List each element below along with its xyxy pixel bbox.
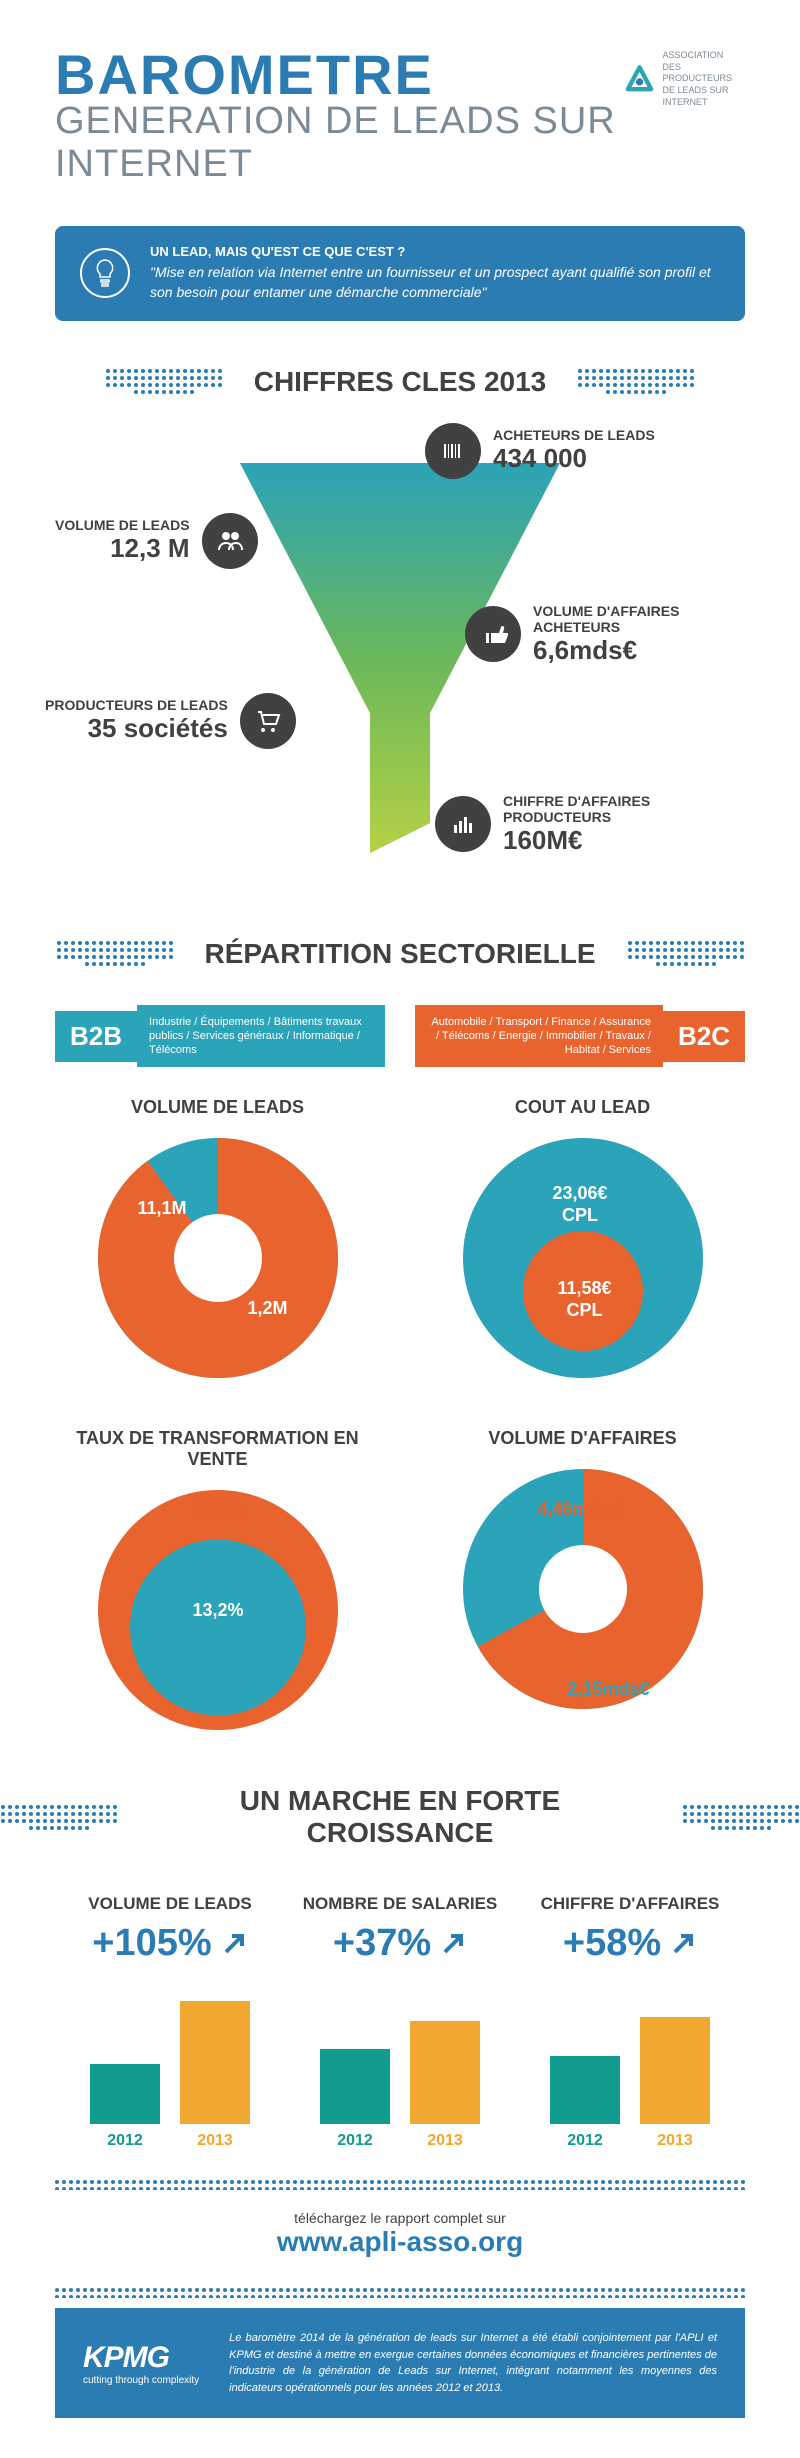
thumb-icon — [465, 606, 521, 662]
people-icon — [202, 513, 258, 569]
section-heading-growth: UN MARCHE EN FORTE CROISSANCE — [148, 1760, 653, 1874]
footer-text: Le baromètre 2014 de la génération de le… — [229, 2330, 717, 2396]
bars-chiffre-d-affaires: 20122013 — [550, 1980, 710, 2150]
growth-nombre-de-salaries: NOMBRE DE SALARIES+37% — [295, 1894, 505, 1965]
chart-volume-de-leads: VOLUME DE LEADS 11,1M 1,2M — [55, 1097, 380, 1378]
bars-nombre-de-salaries: 20122013 — [320, 1980, 480, 2150]
barcode-icon — [425, 423, 481, 479]
apli-logo: ASSOCIATION DES PRODUCTEURS DE LEADS SUR… — [625, 50, 745, 108]
b2c-tag: B2C Automobile / Transport / Finance / A… — [415, 1005, 745, 1068]
kpmg-logo: KPMG cutting through complexity — [83, 2341, 199, 2386]
section-heading-sector: RÉPARTITION SECTORIELLE — [205, 913, 596, 995]
chart-taux-de-transformation-en-vente: TAUX DE TRANSFORMATION EN VENTE 16,1% 13… — [55, 1428, 380, 1730]
funnel-stats-area: ACHETEURS DE LEADS434 000 VOLUME DE LEADS… — [55, 423, 745, 913]
arrow-up-icon — [439, 1930, 467, 1958]
page-subtitle: GENERATION DE LEADS SUR INTERNET — [55, 100, 625, 186]
chart-volume-d-affaires: VOLUME D'AFFAIRES 4,46mds€ 2,15mds€ — [420, 1428, 745, 1730]
cart-icon — [240, 693, 296, 749]
definition-question: UN LEAD, MAIS QU'EST CE QUE C'EST ? — [150, 244, 720, 259]
arrow-up-icon — [220, 1930, 248, 1958]
b2b-tag: B2B Industrie / Équipements / Bâtiments … — [55, 1005, 385, 1068]
stat-thumb: VOLUME D'AFFAIRES ACHETEURS6,6mds€ — [465, 603, 745, 666]
bars-volume-de-leads: 20122013 — [90, 1980, 250, 2150]
chart-icon — [435, 796, 491, 852]
stat-chart: CHIFFRE D'AFFAIRES PRODUCTEURS160M€ — [435, 793, 745, 856]
stat-people: VOLUME DE LEADS12,3 M — [55, 513, 258, 569]
chart-cout-au-lead: COUT AU LEAD 23,06€ CPL 11,58€ CPL — [420, 1097, 745, 1378]
growth-chiffre-d-affaires: CHIFFRE D'AFFAIRES+58% — [525, 1894, 735, 1965]
definition-box: UN LEAD, MAIS QU'EST CE QUE C'EST ? "Mis… — [55, 226, 745, 320]
section-heading-stats: CHIFFRES CLES 2013 — [254, 341, 547, 423]
download-url[interactable]: www.apli-asso.org — [20, 2226, 780, 2258]
definition-text: "Mise en relation via Internet entre un … — [150, 263, 720, 302]
stat-barcode: ACHETEURS DE LEADS434 000 — [425, 423, 655, 479]
stat-cart: PRODUCTEURS DE LEADS35 sociétés — [45, 693, 296, 749]
page-title: BAROMETRE — [55, 50, 625, 100]
footer: KPMG cutting through complexity Le barom… — [55, 2308, 745, 2418]
triangle-icon — [625, 61, 654, 97]
arrow-up-icon — [669, 1930, 697, 1958]
growth-volume-de-leads: VOLUME DE LEADS+105% — [65, 1894, 275, 1965]
lightbulb-icon — [80, 248, 130, 298]
download-text: téléchargez le rapport complet sur — [20, 2210, 780, 2226]
